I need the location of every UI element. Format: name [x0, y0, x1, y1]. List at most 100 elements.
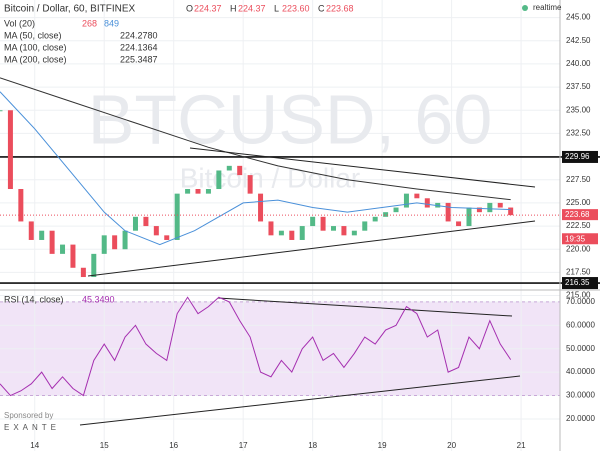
indicator-name: MA (200, close) [4, 54, 67, 64]
candle-body [424, 198, 430, 208]
candle-body [341, 226, 347, 236]
y-tick-label: 30.0000 [566, 391, 595, 400]
candle-body [60, 244, 66, 254]
candle-body [362, 221, 368, 231]
y-tick-label: 222.50 [566, 221, 591, 230]
candle-body [122, 230, 128, 250]
rsi-value: 45.3490 [82, 294, 115, 304]
candle-body [487, 202, 493, 213]
plot [0, 77, 600, 284]
price-label-bg [562, 209, 598, 221]
candle-body [330, 226, 336, 231]
candle-body [476, 207, 482, 213]
ohlc-text: C [318, 3, 325, 13]
candle-body [112, 235, 118, 250]
status: realtime [533, 3, 562, 12]
sponsor-brand: EXANTE [4, 423, 60, 432]
y-tick-label: 240.00 [566, 59, 591, 68]
candle-body [18, 189, 24, 222]
candle-body [226, 165, 232, 171]
candle-body [258, 193, 264, 222]
candle-body [70, 244, 76, 268]
candle-body [164, 235, 170, 240]
ohlc-text: H [230, 3, 237, 13]
candle-body [216, 170, 222, 190]
ohlc-text: 223.68 [326, 3, 354, 13]
candle-body [153, 226, 159, 236]
candle-body [101, 235, 107, 254]
candle-body [310, 216, 316, 227]
ohlc-text: 224.37 [238, 3, 266, 13]
price-label: 223.68 [565, 210, 590, 219]
x-tick-label: 20 [447, 441, 456, 450]
y-tick-label: 40.0000 [566, 367, 595, 376]
x-tick-label: 17 [239, 441, 248, 450]
y-tick-label: 235.00 [566, 105, 591, 114]
indicator-value: 268 [82, 18, 97, 28]
y-tick-label: 245.00 [566, 13, 591, 22]
ohlc: O 224.37 H 224.37 L 223.60 C 223.68 [186, 3, 354, 13]
candle-body [445, 202, 451, 222]
legend: Vol (20) 268 849 MA (50, close) 224.2780 MA (… [4, 18, 158, 64]
indicator-value: 849 [104, 18, 119, 28]
indicator-name: Vol (20) [4, 18, 35, 28]
y-tick-label: 237.50 [566, 82, 591, 91]
candle-body [195, 189, 201, 194]
x-tick-label: 16 [169, 441, 178, 450]
y-tick-label: 227.50 [566, 175, 591, 184]
status-dot [522, 5, 528, 11]
candle-body [143, 216, 149, 227]
y-tick-label: 215.00 [566, 291, 591, 300]
x-tick-label: 14 [30, 441, 39, 450]
y-tick-label: 20.0000 [566, 414, 595, 423]
candle-body [351, 230, 357, 236]
rsi-line [0, 296, 512, 397]
candle-body [28, 221, 34, 240]
candle-body [456, 221, 462, 227]
ma-line [0, 77, 511, 201]
candle-body [80, 267, 86, 278]
y-tick-label: 225.00 [566, 198, 591, 207]
y-tick-label: 232.50 [566, 129, 591, 138]
candle-body [205, 189, 211, 194]
watermark-sub: Bitcoin / Dollar [180, 162, 361, 193]
level-label-bg [562, 150, 598, 163]
indicator-name: MA (50, close) [4, 30, 62, 40]
candle-body [174, 193, 180, 240]
candle-body [497, 202, 503, 208]
candle-body [508, 207, 514, 216]
indicator-name: MA (100, close) [4, 42, 67, 52]
price-label: 19:35 [565, 234, 586, 243]
candle-body [403, 193, 409, 208]
trendline [217, 297, 513, 317]
indicator-value: 224.1364 [120, 42, 158, 52]
y-tick-label: 50.0000 [566, 344, 595, 353]
indicator-value: 224.2780 [120, 30, 158, 40]
level-label-bg [562, 277, 598, 290]
candle-body [393, 207, 399, 213]
y-tick-label: 70.0000 [566, 297, 595, 306]
candle-body [372, 216, 378, 222]
candle-body [185, 189, 191, 194]
ohlc-text: O [186, 3, 193, 13]
sponsor: Sponsored by [4, 411, 53, 420]
x-tick-label: 18 [308, 441, 317, 450]
candle-body [278, 230, 284, 236]
candle-body [237, 165, 243, 176]
candle-body [7, 110, 13, 190]
candle-body [414, 193, 420, 199]
candle-body [320, 216, 326, 231]
ma-line [0, 91, 511, 246]
ohlc-text: 223.60 [282, 3, 310, 13]
candle-body [39, 230, 45, 240]
candle-body [247, 175, 253, 194]
candle-body [289, 230, 295, 240]
candle-body [0, 110, 3, 112]
level-label: 216.35 [565, 278, 590, 287]
candle-body [268, 221, 274, 236]
ohlc-text: 224.37 [194, 3, 222, 13]
trendline [87, 220, 536, 277]
candle-body [132, 216, 138, 231]
watermark: BTCUSD, 60 [88, 80, 493, 158]
